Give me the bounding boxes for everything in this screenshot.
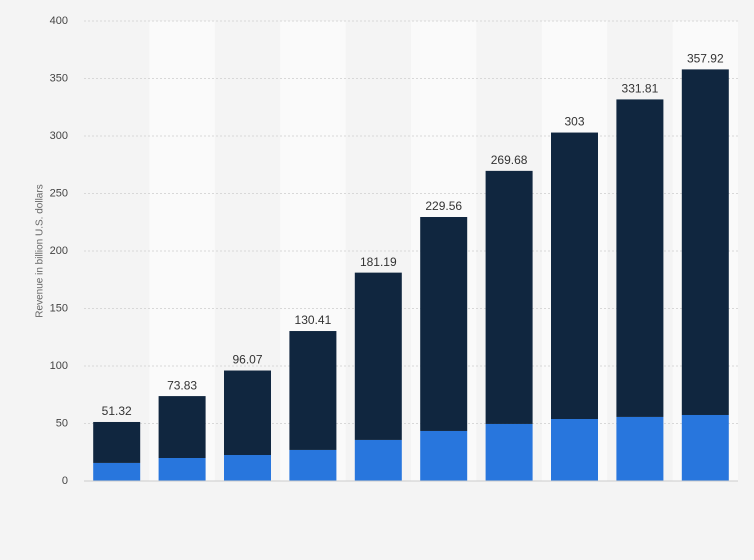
y-tick-label: 0 [62,475,68,487]
y-tick-label: 150 [50,302,68,314]
total-label: 51.32 [102,404,132,418]
bar-segment [224,455,271,481]
y-tick-label: 100 [50,360,68,372]
bar-segment [420,430,468,481]
total-label: 130.41 [295,313,332,327]
bar-segment [289,449,337,481]
bar-segment [158,396,206,458]
total-label: 229.56 [425,199,462,213]
bar-segment [158,458,206,481]
bar-segment [93,421,141,463]
y-tick-label: 300 [50,130,68,142]
bar-segment [289,331,337,450]
y-axis-label: Revenue in billion U.S. dollars [35,184,46,317]
bar-segment [224,370,271,456]
y-tick-label: 50 [56,417,68,429]
total-label: 331.81 [622,82,659,96]
y-tick-label: 250 [50,187,68,199]
total-label: 357.92 [687,52,724,66]
total-label: 73.83 [167,378,197,392]
bar-segment [420,217,468,431]
bar-segment [354,439,402,481]
bar-segment [551,419,598,481]
total-label: 303 [564,115,584,129]
bar-segment [681,69,729,415]
y-tick-label: 400 [50,15,68,27]
bar-segment [551,132,598,420]
bar-segment [681,414,729,481]
bar-segment [485,170,533,424]
bar-segment [616,99,664,417]
y-tick-label: 200 [50,245,68,257]
total-label: 181.19 [360,255,397,269]
total-label: 269.68 [491,153,528,167]
y-tick-label: 350 [50,72,68,84]
bar-segment [616,416,664,481]
total-label: 96.07 [232,353,262,367]
bar-segment [93,462,141,481]
bar-segment [354,272,402,440]
bar-segment [485,423,533,481]
